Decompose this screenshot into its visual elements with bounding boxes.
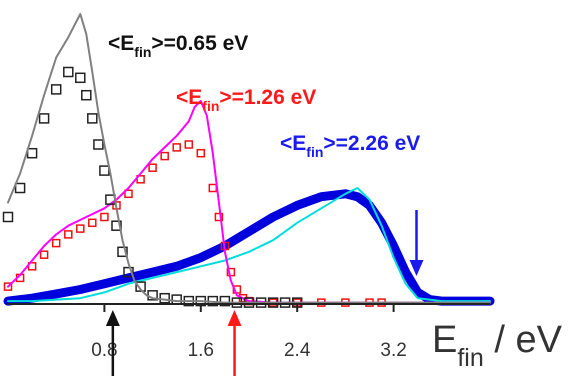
data-point-black	[2, 211, 14, 223]
data-point-red	[184, 140, 194, 149]
x-tick-label: 3.2	[380, 340, 406, 361]
data-point-red	[172, 143, 181, 152]
data-point-red	[51, 238, 61, 248]
arrow-down	[409, 210, 424, 276]
data-point-black	[219, 295, 231, 307]
data-point-red	[64, 230, 73, 239]
data-point-red	[39, 250, 49, 259]
data-point-red	[136, 175, 145, 184]
data-point-red	[214, 212, 224, 222]
series-gray	[7, 13, 491, 304]
data-point-red	[226, 267, 236, 277]
data-point-black	[123, 266, 134, 278]
series-layer	[2, 13, 495, 308]
data-point-red	[27, 262, 37, 271]
annotation-mean-energy-3: <Efin>=2.26 eV	[280, 132, 420, 160]
data-point-black	[81, 89, 92, 101]
data-point-black	[99, 165, 110, 176]
x-tick-label: 0.8	[91, 340, 117, 361]
series-line-cyan	[7, 187, 491, 303]
data-point-red	[196, 148, 206, 158]
data-point-red	[3, 282, 13, 291]
x-tick-label: 1.6	[188, 340, 214, 361]
data-point-red	[100, 212, 109, 222]
x-axis-title: Efin / eV	[432, 319, 563, 372]
data-point-red	[124, 189, 133, 199]
data-point-red	[148, 163, 157, 172]
data-point-black	[171, 294, 182, 305]
data-point-black	[38, 113, 50, 124]
annotation-mean-energy-1: <Efin>=0.65 eV	[108, 32, 248, 60]
x-ticks: 0.8 1.6 2.4 3.2	[91, 304, 407, 361]
arrows-layer	[105, 210, 424, 376]
data-point-red	[208, 183, 218, 193]
annotation-mean-energy-2: <Efin>=1.26 eV	[176, 86, 316, 114]
data-point-black	[50, 84, 62, 95]
data-point-black	[135, 281, 146, 292]
data-point-red	[160, 151, 169, 161]
data-point-black	[14, 182, 26, 194]
data-point-black	[111, 220, 122, 231]
data-point-red	[76, 224, 85, 233]
data-point-black	[26, 147, 38, 159]
data-point-black	[63, 66, 74, 78]
arrow-up	[227, 310, 242, 376]
data-point-red	[88, 218, 97, 228]
data-point-black	[159, 292, 170, 304]
data-point-black	[87, 113, 98, 124]
data-point-black	[93, 139, 104, 150]
series-line-gray	[7, 13, 491, 304]
arrow-up	[105, 310, 120, 376]
series-line-blue	[3, 189, 495, 306]
series-red	[3, 140, 386, 307]
data-point-black	[75, 72, 86, 84]
series-blue	[3, 189, 495, 306]
series-cyan	[7, 187, 491, 303]
data-point-black	[117, 246, 128, 258]
x-tick-label: 2.4	[284, 340, 311, 361]
